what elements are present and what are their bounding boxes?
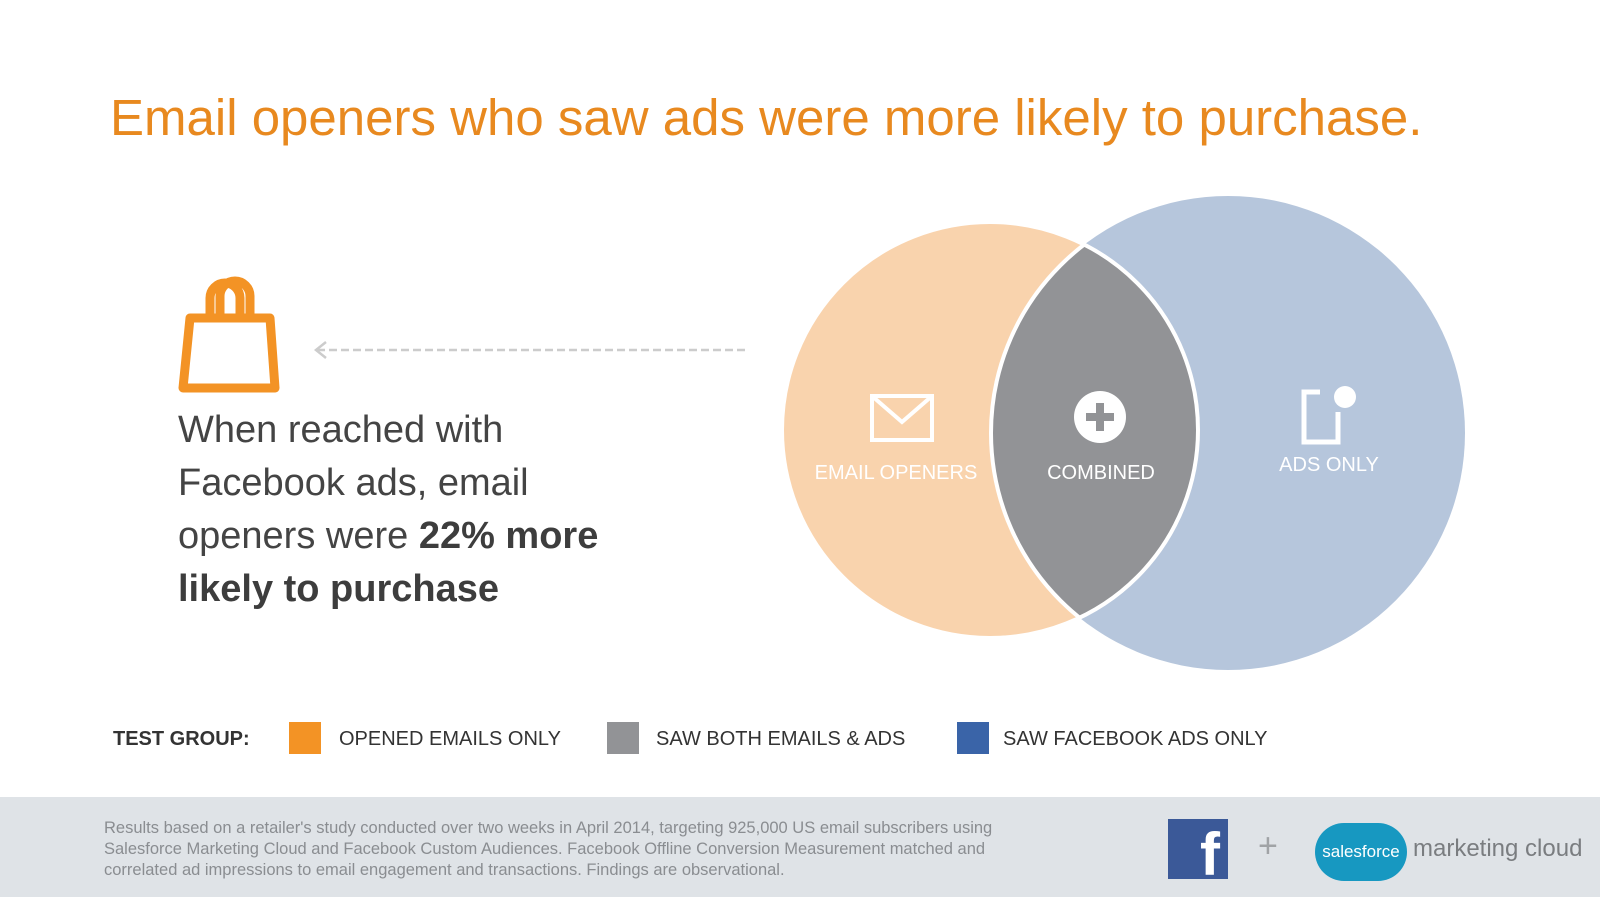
footnote-line: correlated ad impressions to email engag… xyxy=(104,861,785,879)
plus-icon xyxy=(1074,391,1126,443)
arrow-head xyxy=(313,341,327,359)
venn-label: COMBINED xyxy=(1047,462,1155,484)
legend-swatch xyxy=(607,722,639,754)
facebook-logo: f xyxy=(1168,819,1228,879)
footer: Results based on a retailer's study cond… xyxy=(0,797,1600,897)
footnote-line: Results based on a retailer's study cond… xyxy=(104,819,993,837)
footnote-line: Salesforce Marketing Cloud and Facebook … xyxy=(104,840,986,858)
venn-combined xyxy=(989,222,1198,638)
venn-label: EMAIL OPENERS xyxy=(815,462,978,484)
legend-item: SAW BOTH EMAILS & ADS xyxy=(656,728,906,750)
legend: TEST GROUP: OPENED EMAILS ONLY SAW BOTH … xyxy=(0,722,1600,762)
plus: + xyxy=(1258,827,1278,865)
graphics: EMAIL OPENERS COMBINED ADS ONLY xyxy=(178,196,1465,670)
bag-icon xyxy=(178,276,280,393)
venn-label: ADS ONLY xyxy=(1279,454,1379,476)
title: Email openers who saw ads were more like… xyxy=(110,89,1423,146)
statement-text: When reached with Facebook ads, email op… xyxy=(178,409,529,557)
ads-icon xyxy=(1301,386,1356,445)
envelope-icon xyxy=(870,394,934,442)
statement-emphasis: 22% more likely to purchase xyxy=(178,515,599,610)
statement: When reached with Facebook ads, email op… xyxy=(178,404,638,616)
legend-label: TEST GROUP: xyxy=(113,728,250,750)
legend-item: OPENED EMAILS ONLY xyxy=(339,728,561,750)
legend-swatch xyxy=(957,722,989,754)
legend-swatch xyxy=(289,722,321,754)
venn-edge xyxy=(780,220,1200,640)
product-name: marketing cloud xyxy=(1413,835,1583,862)
legend-item: SAW FACEBOOK ADS ONLY xyxy=(1003,728,1268,750)
salesforce-logo: salesforce xyxy=(1315,823,1407,881)
